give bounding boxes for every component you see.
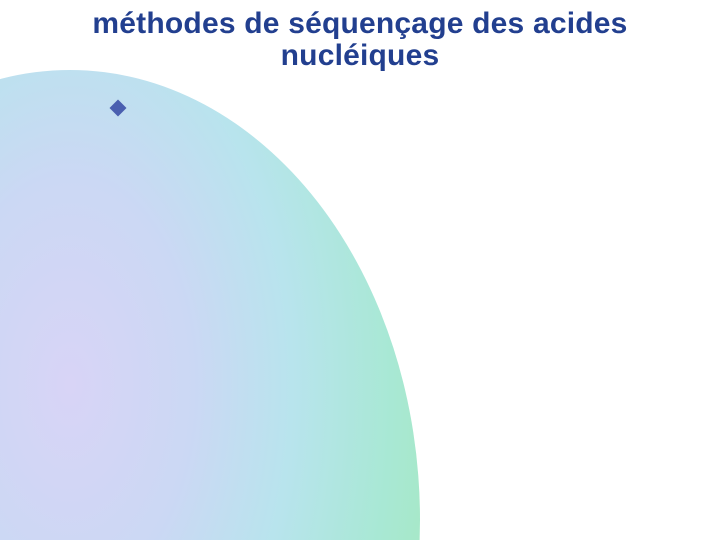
slide-title: méthodes de séquençage des acides nucléi… (0, 0, 720, 71)
background-gradient-ellipse (0, 70, 420, 540)
slide-title-line-1: méthodes de séquençage des acides (0, 8, 720, 40)
slide-title-line-2: nucléiques (0, 40, 720, 72)
